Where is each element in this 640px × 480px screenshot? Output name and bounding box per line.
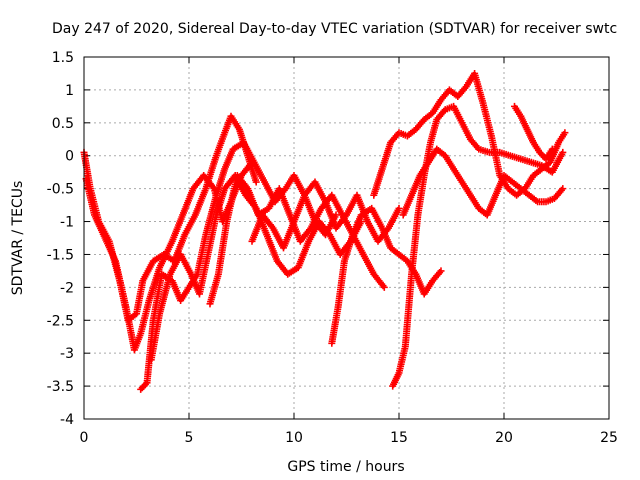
data-point [559, 185, 567, 193]
y-tick-label: -1.5 [47, 247, 74, 263]
x-tick-label: 0 [80, 430, 89, 446]
y-tick-label: 0 [65, 149, 74, 165]
x-tick-label: 10 [285, 430, 303, 446]
data-point [548, 145, 556, 153]
x-tick-label: 5 [185, 430, 194, 446]
data-points [80, 69, 569, 393]
grid-lines [84, 57, 609, 419]
x-tick-label: 20 [495, 430, 513, 446]
y-tick-label: -4 [60, 412, 74, 428]
data-point [380, 283, 388, 291]
y-tick-label: -3.5 [47, 379, 74, 395]
x-tick-label: 15 [390, 430, 408, 446]
data-point [332, 211, 340, 219]
y-axis-label: SDTVAR / TECUs [10, 181, 26, 296]
y-tick-label: -2.5 [47, 313, 74, 329]
data-point [561, 129, 569, 137]
data-point [437, 267, 445, 275]
data-point [559, 148, 567, 156]
y-tick-label: 0.5 [52, 116, 74, 132]
x-tick-label: 25 [600, 430, 618, 446]
chart-title: Day 247 of 2020, Sidereal Day-to-day VTE… [52, 21, 617, 37]
y-tick-label: -2 [60, 280, 74, 296]
y-tick-label: 1.5 [52, 50, 74, 66]
y-tick-label: -0.5 [47, 182, 74, 198]
y-tick-label: -3 [60, 346, 74, 362]
x-axis-label: GPS time / hours [287, 459, 404, 475]
plot-frame [83, 56, 610, 420]
y-tick-label: -1 [60, 215, 74, 231]
data-point [395, 204, 403, 212]
y-tick-label: 1 [65, 83, 74, 99]
axis-ticks: 0 5 10 15 20 25 -4 -3.5 -3 -2.5 -2 -1.5 -1 -0.5 0 0.5 1 1… [47, 50, 618, 446]
data-point [252, 178, 260, 186]
